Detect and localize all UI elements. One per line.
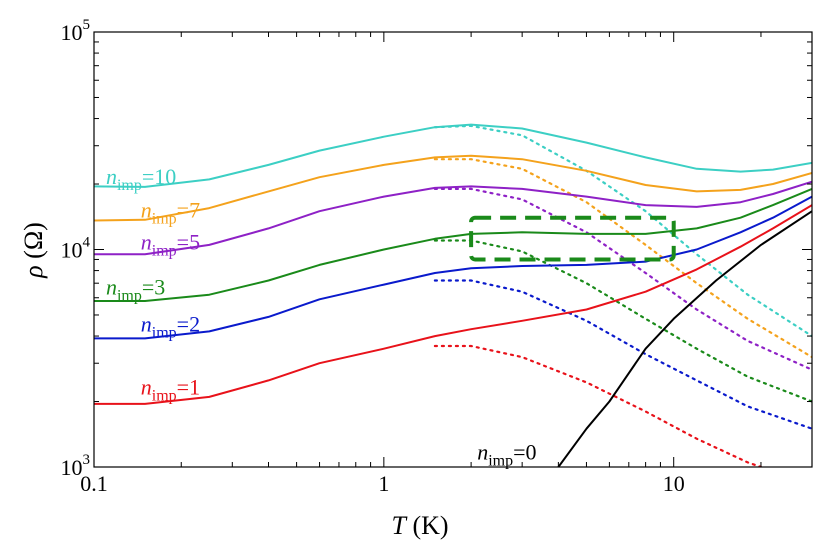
series-5-label: nimp=1 (141, 375, 200, 405)
series-5-solid-line (94, 204, 812, 405)
y-axis-title: ρ (Ω) (19, 222, 48, 279)
series-2-label: nimp=5 (141, 230, 200, 260)
series-4-solid-line (94, 195, 812, 340)
series-5-dotted-line (433, 344, 763, 467)
y-tick-label: 103 (61, 452, 91, 480)
x-tick-label: 0.1 (80, 471, 108, 496)
y-tick-label: 105 (61, 17, 91, 45)
series-1-label: nimp=7 (141, 198, 200, 228)
series-layer (94, 123, 812, 467)
ticks-layer: 0.1 1 10 103 104 105 (61, 17, 813, 496)
series-6-label: nimp=0 (477, 440, 536, 470)
series-4-dotted-line (433, 279, 812, 430)
series-2-dotted-line (433, 187, 812, 371)
series-3-label: nimp=3 (106, 275, 165, 305)
x-axis-title: T (K) (391, 511, 448, 540)
series-6-solid-line (557, 210, 812, 467)
series-0-solid-line (94, 123, 812, 188)
highlight-box (469, 215, 676, 262)
series-1-solid-line (94, 154, 812, 222)
series-4-label: nimp=2 (141, 311, 200, 341)
plot-frame (93, 31, 813, 468)
y-tick-label: 104 (61, 235, 91, 263)
series-2-solid-line (94, 180, 812, 256)
x-tick-label: 10 (663, 471, 685, 496)
x-tick-label: 1 (378, 471, 389, 496)
series-1-dotted-line (433, 158, 812, 359)
series-3-dotted-line (433, 239, 812, 403)
series-0-label: nimp=10 (106, 164, 176, 194)
series-0-dotted-line (433, 124, 812, 338)
